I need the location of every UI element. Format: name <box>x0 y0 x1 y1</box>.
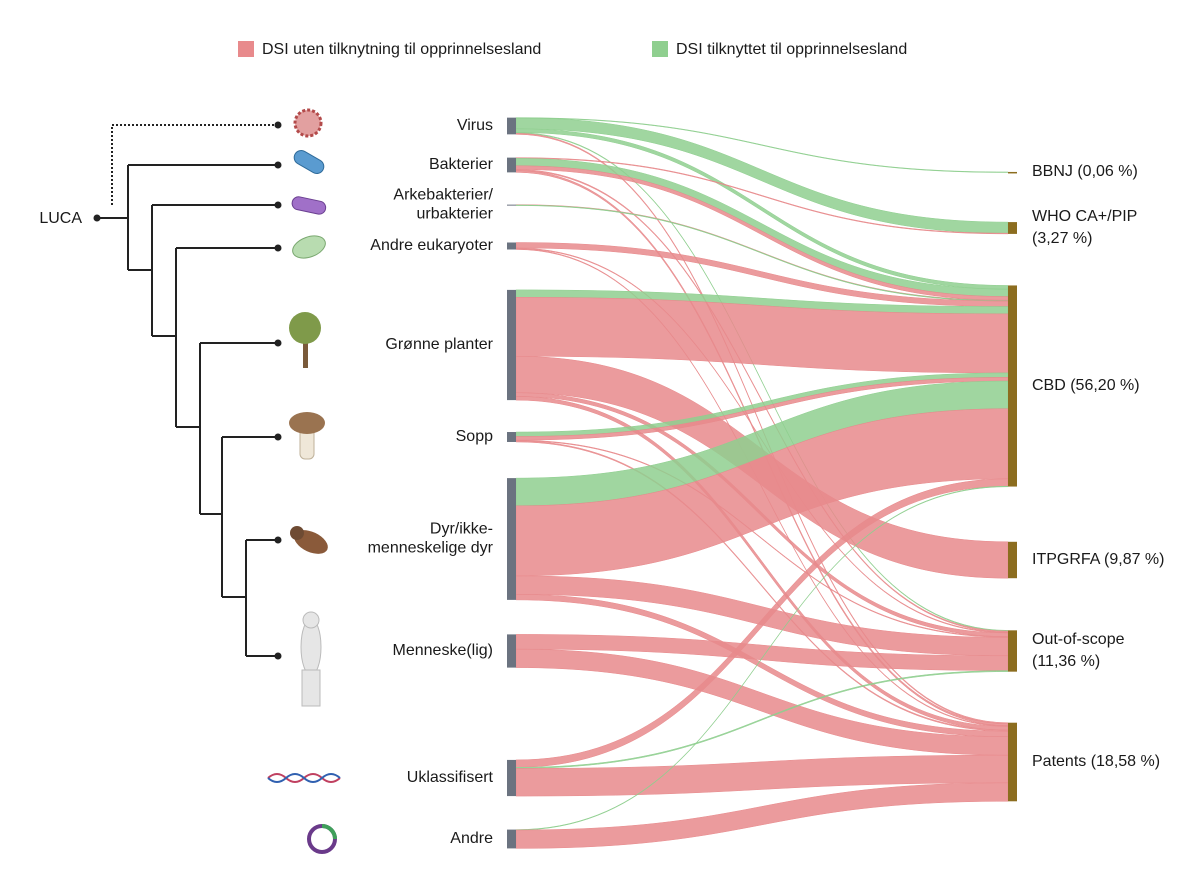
target-label: (11,36 %) <box>1032 653 1100 670</box>
source-node <box>507 157 516 173</box>
source-label: Menneske(lig) <box>393 642 493 659</box>
legend-label: DSI tilknyttet til opprinnelsesland <box>676 41 907 58</box>
source-label: Andre eukaryoter <box>370 237 493 254</box>
nodes: Virus Bakterier Arkebakterier/urbakterier A… <box>368 117 1164 849</box>
source-node <box>507 634 516 668</box>
target-label: ITPGRFA (9,87 %) <box>1032 551 1164 568</box>
legend-swatch <box>652 41 668 57</box>
source-label: Dyr/ikke- <box>430 521 493 538</box>
source-label: urbakterier <box>417 206 494 223</box>
link <box>515 157 1009 235</box>
source-label: Andre <box>450 830 493 847</box>
source-label: Arkebakterier/ <box>393 187 493 204</box>
target-node <box>1008 722 1017 802</box>
target-label: BBNJ (0,06 %) <box>1032 163 1138 180</box>
legend-swatch <box>238 41 254 57</box>
target-label: (3,27 %) <box>1032 230 1092 247</box>
source-node <box>507 759 516 797</box>
target-node <box>1008 541 1017 579</box>
icons <box>267 108 341 854</box>
legend: DSI uten tilknytning til opprinnelseslan… <box>238 41 907 58</box>
link <box>515 485 1009 831</box>
source-label: Bakterier <box>429 156 494 173</box>
source-node <box>507 478 516 600</box>
target-label: CBD (56,20 %) <box>1032 377 1140 394</box>
source-label: Grønne planter <box>385 336 493 353</box>
tree: LUCA <box>39 121 282 660</box>
source-node <box>507 204 516 206</box>
source-node <box>507 432 516 442</box>
target-node <box>1008 171 1017 174</box>
links <box>515 117 1009 849</box>
source-node <box>507 117 516 135</box>
source-node <box>507 289 516 401</box>
source-label: Virus <box>457 117 493 134</box>
target-node <box>1008 285 1017 487</box>
link <box>515 782 1009 849</box>
target-label: WHO CA+/PIP <box>1032 208 1137 225</box>
source-label: Sopp <box>456 428 493 445</box>
target-node <box>1008 630 1017 672</box>
target-label: Patents (18,58 %) <box>1032 753 1160 770</box>
source-label: menneskelige dyr <box>368 540 494 557</box>
tree-root: LUCA <box>39 210 82 227</box>
legend-label: DSI uten tilknytning til opprinnelseslan… <box>262 41 541 58</box>
source-label: Uklassifisert <box>407 769 494 786</box>
source-node <box>507 829 516 849</box>
target-label: Out-of-scope <box>1032 631 1125 648</box>
source-node <box>507 242 516 250</box>
target-node <box>1008 222 1017 234</box>
